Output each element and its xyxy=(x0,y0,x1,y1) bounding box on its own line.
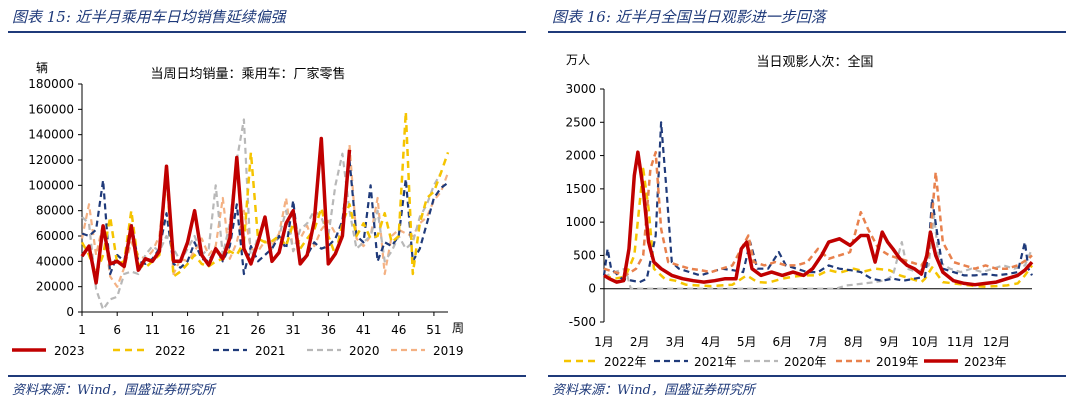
left-series-line-2020 xyxy=(81,118,442,311)
right-x-tick-label: 10月 xyxy=(911,335,938,349)
left-legend-label-2021: 2021 xyxy=(255,344,286,358)
left-y-tick-label: 20000 xyxy=(36,280,74,294)
right-x-tick-label: 8月 xyxy=(844,335,864,349)
left-heading-rule xyxy=(8,31,526,33)
right-series-line-2022年 xyxy=(603,167,1034,288)
right-y-tick-label: 2500 xyxy=(565,115,596,129)
right-series-line-2020年 xyxy=(603,214,1034,290)
right-legend-label-2022年: 2022年 xyxy=(604,355,647,369)
left-y-tick-label: 0 xyxy=(66,305,74,319)
right-y-tick-label: 500 xyxy=(573,248,596,262)
right-x-tick-label: 5月 xyxy=(737,335,757,349)
left-source-note: 资料来源：Wind，国盛证券研究所 xyxy=(12,383,215,398)
right-series-line-2023年 xyxy=(603,150,1034,287)
left-source-rule xyxy=(8,375,526,377)
right-legend-label-2019年: 2019年 xyxy=(876,355,919,369)
right-legend-label-2020年: 2020年 xyxy=(784,355,827,369)
left-series-line-2022 xyxy=(80,110,450,278)
left-legend-label-2023: 2023 xyxy=(54,344,85,358)
left-legend-label-2022: 2022 xyxy=(155,344,186,358)
left-panel-heading: 图表 15: 近半月乘用车日均销售延续偏强 xyxy=(12,8,286,26)
left-y-tick-label: 160000 xyxy=(28,102,74,116)
left-x-tick-label: 36 xyxy=(321,323,336,337)
right-x-tick-label: 7月 xyxy=(808,335,828,349)
right-x-tick-label: 3月 xyxy=(666,335,686,349)
right-legend-label-2021年: 2021年 xyxy=(694,355,737,369)
right-source-note: 资料来源：Wind，国盛证券研究所 xyxy=(552,383,755,398)
left-y-tick-label: 180000 xyxy=(28,77,74,91)
right-source-rule xyxy=(548,375,1066,377)
left-y-tick-label: 120000 xyxy=(28,153,74,167)
right-x-tick-label: 4月 xyxy=(701,335,721,349)
right-heading-rule xyxy=(548,31,1066,33)
right-y-tick-label: 1500 xyxy=(565,182,596,196)
right-x-tick-label: 6月 xyxy=(773,335,793,349)
right-chart: 当日观影人次：全国 万人 -500 0 500 1000 1500 2000 2500 3000 1… xyxy=(564,53,1034,369)
right-panel-heading: 图表 16: 近半月全国当日观影进一步回落 xyxy=(552,8,826,26)
left-chart: 当周日均销量：乘用车：厂家零售 辆 0 20000 40000 60000 80000 100… xyxy=(12,61,464,358)
left-x-tick-label: 31 xyxy=(286,323,301,337)
left-y-tick-label: 100000 xyxy=(28,178,74,192)
right-series-line-2021年 xyxy=(602,121,1033,284)
left-legend-label-2019: 2019 xyxy=(433,344,464,358)
left-legend-label-2020: 2020 xyxy=(349,344,380,358)
right-y-unit-label: 万人 xyxy=(566,53,590,67)
left-series-line-2023 xyxy=(80,136,352,285)
right-y-tick-label: 2000 xyxy=(565,149,596,163)
right-x-tick-label: 11月 xyxy=(947,335,974,349)
left-panel: 图表 15: 近半月乘用车日均销售延续偏强 当周日均销量：乘用车：厂家零售 辆 0 2… xyxy=(8,8,526,398)
left-y-unit-label: 辆 xyxy=(36,61,48,75)
left-x-tick-label: 6 xyxy=(113,323,121,337)
left-x-tick-label: 41 xyxy=(356,323,371,337)
left-x-tick-label: 21 xyxy=(215,323,230,337)
right-panel: 图表 16: 近半月全国当日观影进一步回落 当日观影人次：全国 万人 -500 0 50… xyxy=(540,0,1080,405)
right-y-tick-label: 0 xyxy=(588,282,596,296)
left-x-tick-label: 1 xyxy=(78,323,86,337)
right-x-tick-label: 2月 xyxy=(630,335,650,349)
left-x-tick-label: 46 xyxy=(391,323,406,337)
right-y-tick-label: 1000 xyxy=(565,215,596,229)
right-x-tick-label: 12月 xyxy=(983,335,1010,349)
right-x-tick-label: 1月 xyxy=(594,335,614,349)
right-x-tick-label: 9月 xyxy=(880,335,900,349)
left-y-tick-label: 40000 xyxy=(36,254,74,268)
right-chart-title: 当日观影人次：全国 xyxy=(756,54,873,70)
left-x-tick-label: 11 xyxy=(145,323,160,337)
right-y-tick-label: 3000 xyxy=(565,82,596,96)
left-chart-title: 当周日均销量：乘用车：厂家零售 xyxy=(150,66,345,82)
right-series-line-2019年 xyxy=(603,150,1033,277)
right-y-tick-label: -500 xyxy=(569,315,596,329)
left-y-tick-label: 60000 xyxy=(36,229,74,243)
right-legend-label-2023年: 2023年 xyxy=(964,355,1007,369)
left-y-tick-label: 80000 xyxy=(36,204,74,218)
left-x-tick-label: 51 xyxy=(426,323,441,337)
left-x-unit-label: 周 xyxy=(452,321,464,335)
left-y-tick-label: 140000 xyxy=(28,128,74,142)
left-x-tick-label: 16 xyxy=(180,323,195,337)
left-x-tick-label: 26 xyxy=(250,323,265,337)
